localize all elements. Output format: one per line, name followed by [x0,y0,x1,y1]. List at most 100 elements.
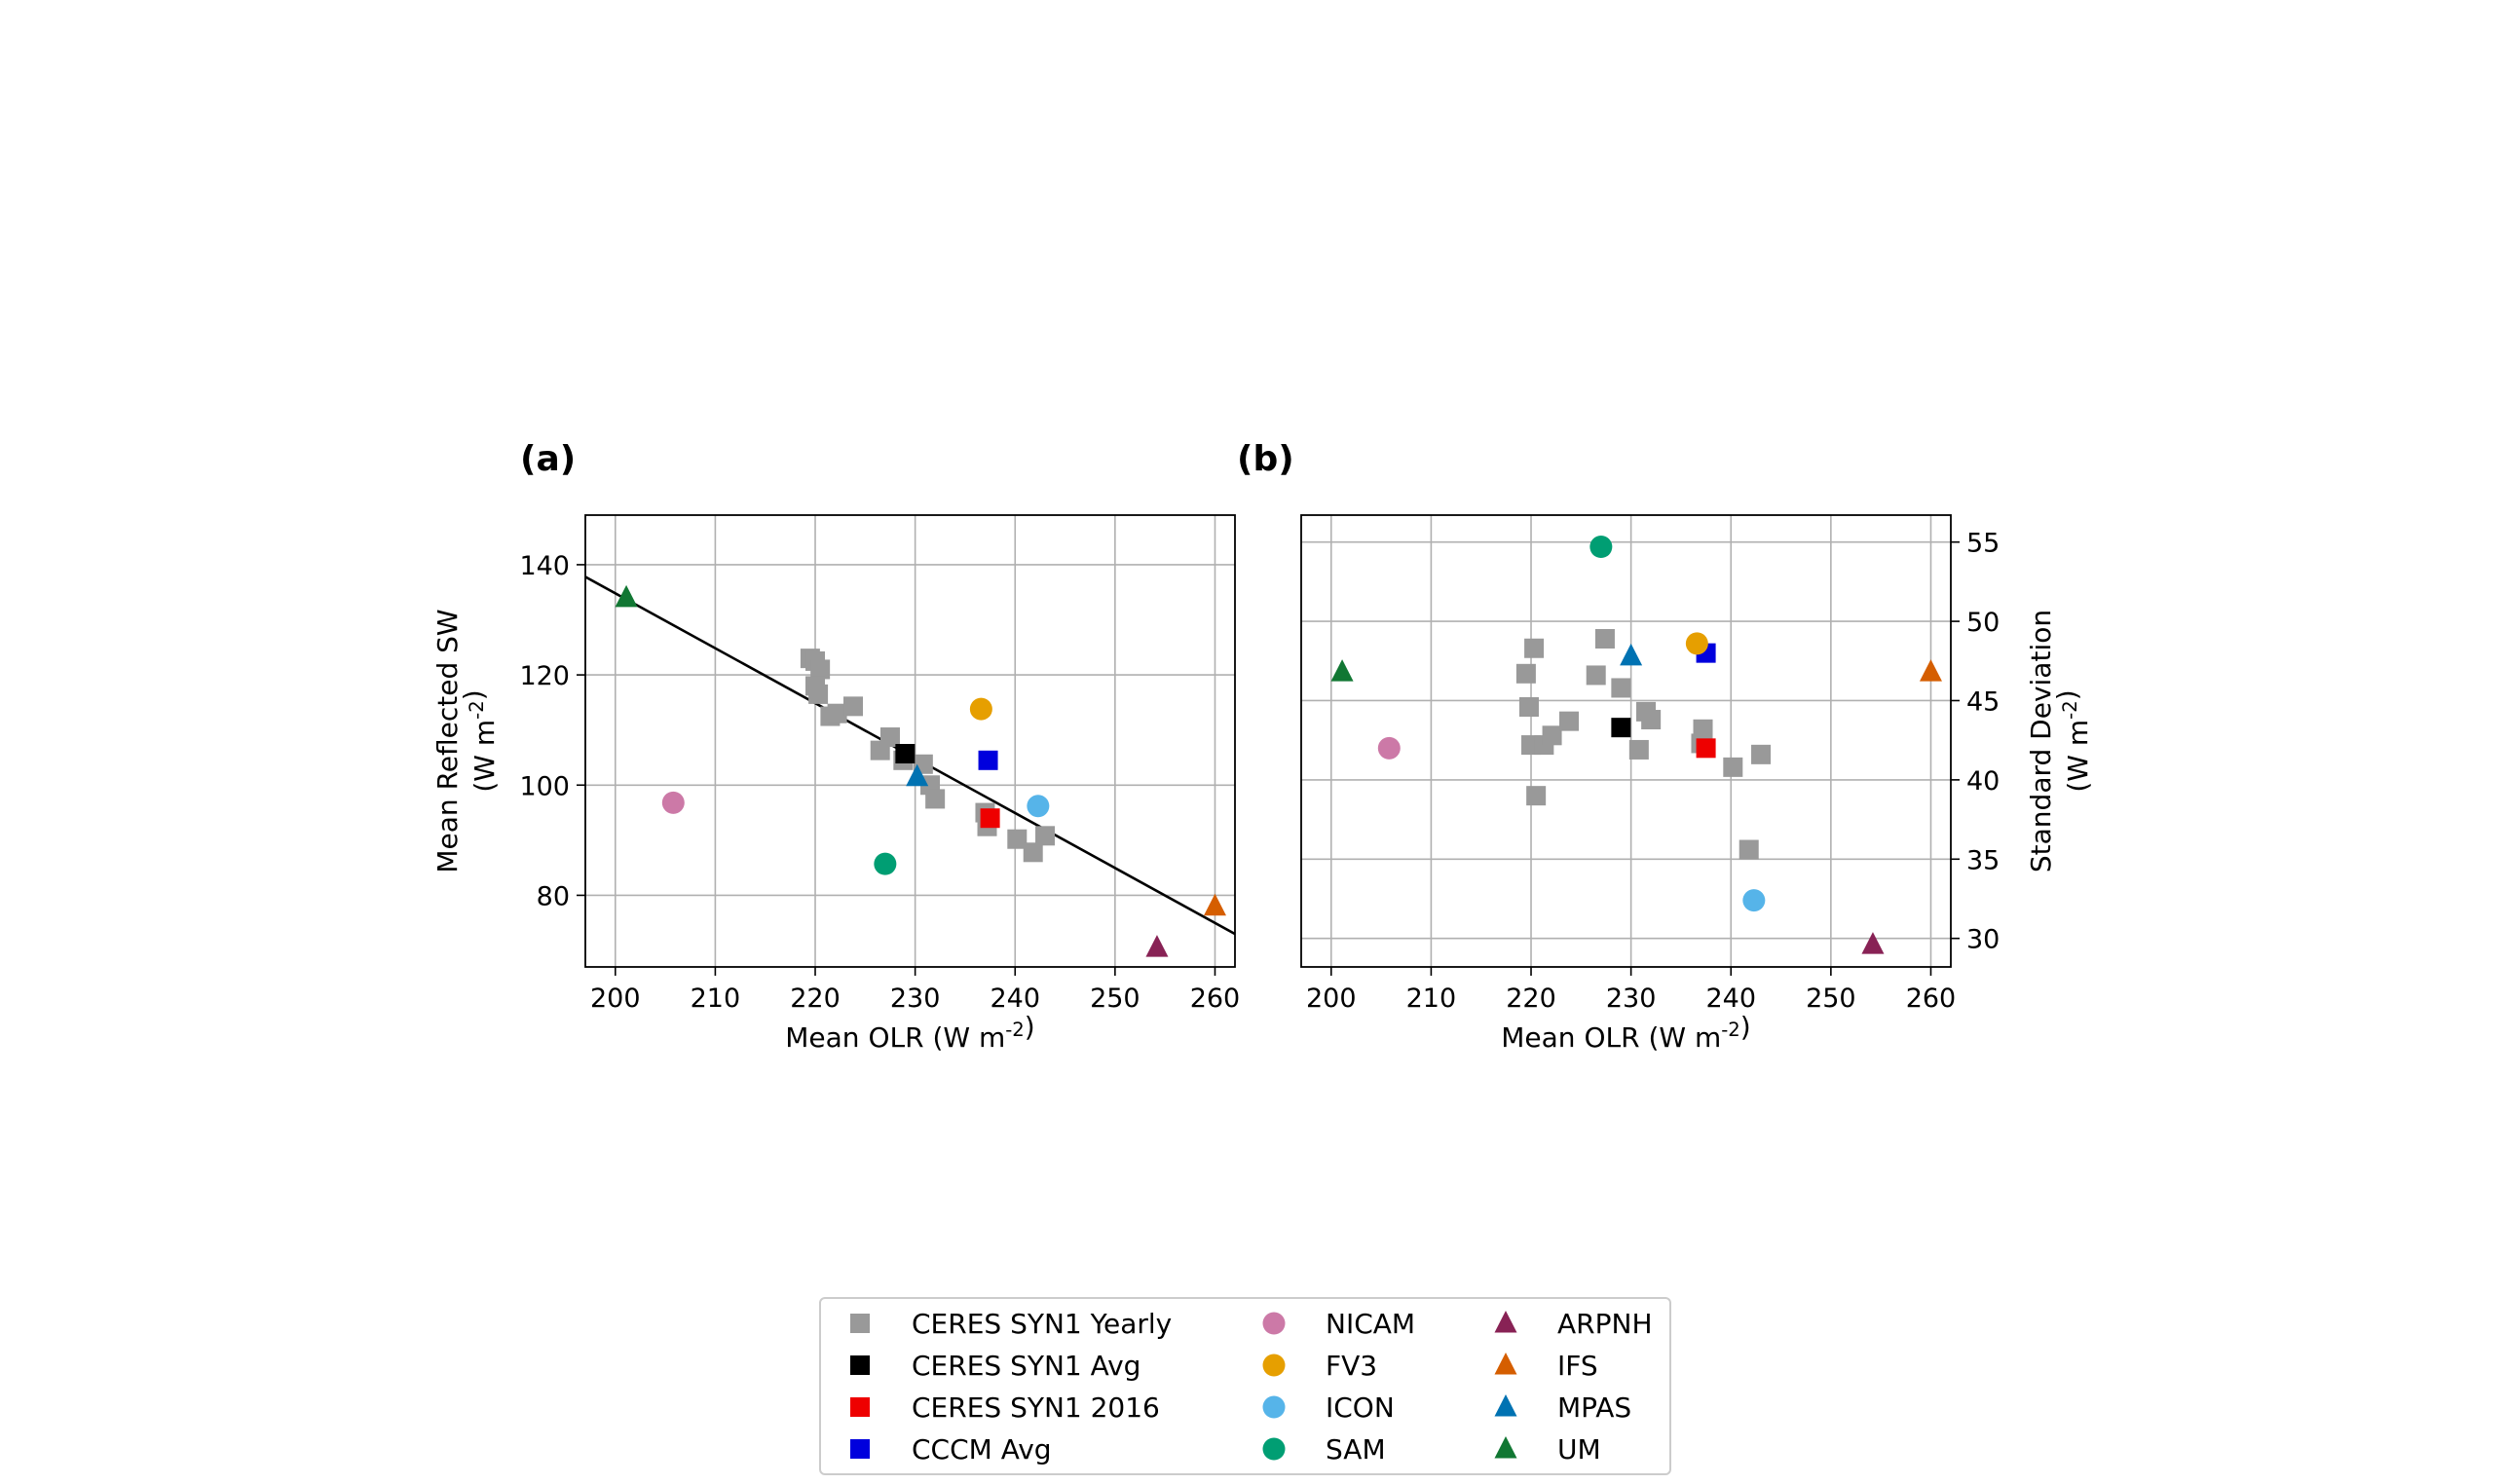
legend-marker [1262,1395,1286,1419]
axes-frame [1300,514,1952,968]
legend-label: IFS [1557,1350,1598,1382]
point-arpnh [1145,935,1169,957]
series-mpas [906,763,929,787]
series-arpnh [1145,935,1169,957]
x-tick-label: 240 [990,983,1040,1014]
legend-marker [850,1439,870,1459]
legend-label: CERES SYN1 2016 [912,1391,1160,1424]
series-sam [1589,536,1613,559]
legend-label: SAM [1326,1433,1386,1465]
legend-label: ICON [1326,1391,1395,1424]
legend-item-mpas: MPAS [1494,1391,1631,1424]
x-axis-label: Mean OLR (W m-2) [1501,1011,1750,1054]
series-um [615,584,638,608]
point-mpas [1620,643,1643,666]
series-sam [874,852,897,875]
series-mpas [1620,643,1643,666]
point-nicam [661,791,685,814]
legend-item-cccm-avg: CCCM Avg [850,1433,1052,1465]
point-ceres-syn1-yearly [1594,628,1615,649]
legend-marker [1262,1354,1286,1377]
y-tick-label: 80 [537,881,570,911]
y-tick-label: 35 [1966,845,2000,875]
x-tick-label: 210 [1406,983,1457,1014]
panel-label: (a) [520,439,576,479]
point-ceres-syn1-yearly [1751,744,1772,764]
legend-item-ceres-syn1-yearly: CERES SYN1 Yearly [850,1308,1172,1340]
x-tick-label: 260 [1906,983,1957,1014]
point-ceres-syn1-yearly [1526,786,1547,806]
y-tick-label: 45 [1966,686,2000,717]
x-tick-label: 250 [1806,983,1856,1014]
legend-label: MPAS [1557,1391,1631,1424]
legend-marker [1494,1393,1517,1417]
point-fv3 [969,697,992,721]
point-ceres-syn1-avg [1611,718,1631,738]
y-axis-label: Standard Deviation [2025,610,2057,872]
point-ceres-syn1-2016 [980,808,1000,829]
x-axis-label: Mean OLR (W m-2) [785,1011,1034,1054]
series-nicam [1377,736,1401,760]
series-ceres-syn1-avg [895,744,916,764]
x-tick-label: 200 [1306,983,1357,1014]
point-ceres-syn1-yearly [1542,725,1562,746]
series-icon [1027,795,1050,818]
legend-label: FV3 [1326,1350,1377,1382]
series-ceres-syn1-2016 [1696,738,1716,759]
point-icon [1027,795,1050,818]
legend-item-ifs: IFS [1494,1350,1598,1382]
x-tick-label: 260 [1190,983,1241,1014]
point-fv3 [1685,632,1708,655]
y-axis: 30 35 40 45 50 55 [1951,529,2000,955]
y-tick-label: 40 [1966,766,2000,797]
legend-item-arpnh: ARPNH [1494,1308,1653,1340]
y-tick-label: 120 [519,661,570,691]
grid [585,515,1235,967]
legend-item-ceres-syn1-2016: CERES SYN1 2016 [850,1391,1160,1424]
y-tick-label: 140 [519,551,570,581]
point-ceres-syn1-yearly [1641,710,1662,730]
legend-marker [850,1355,870,1375]
legend-marker [850,1397,870,1417]
y-tick-label: 55 [1966,529,2000,559]
grid [1301,515,1951,967]
series-cccm-avg [978,750,998,770]
point-um [615,584,638,608]
point-ceres-syn1-yearly [1023,842,1043,863]
series-ifs [1919,659,1942,682]
legend: CERES SYN1 Yearly CERES SYN1 Avg CERES SYN… [819,1297,1671,1475]
legend-label: CCCM Avg [912,1433,1052,1465]
x-tick-label: 240 [1705,983,1756,1014]
point-nicam [1377,736,1401,760]
legend-marker [1494,1435,1517,1459]
legend-marker [850,1314,870,1333]
legend-item-sam: SAM [1262,1433,1386,1465]
point-ceres-syn1-yearly [1515,663,1536,684]
legend-box [819,1297,1671,1475]
panel-label: (b) [1237,439,1294,479]
point-ceres-syn1-yearly [1559,711,1580,731]
y-tick-label: 50 [1966,608,2000,638]
panel-b: (b) 200 210 220 230 240 250 260 Mean OLR (W m-2)… [1237,439,2094,1054]
point-cccm-avg [978,750,998,770]
series-um [1330,659,1354,682]
point-um [1330,659,1354,682]
legend-label: UM [1557,1433,1601,1465]
point-ceres-syn1-2016 [1696,738,1716,759]
legend-label: CERES SYN1 Yearly [912,1308,1172,1340]
x-tick-label: 230 [890,983,941,1014]
x-tick-label: 210 [691,983,741,1014]
legend-marker [1494,1352,1517,1375]
legend-marker [1494,1310,1517,1333]
y-tick-label: 30 [1966,925,2000,955]
point-ceres-syn1-yearly [1007,829,1028,849]
point-ceres-syn1-yearly [1739,839,1759,860]
y-axis-label: Mean Reflected SW [431,609,464,872]
series-fv3 [969,697,992,721]
legend-marker [1262,1437,1286,1461]
legend-item-um: UM [1494,1433,1601,1465]
axes-frame [584,514,1236,968]
point-sam [1589,536,1613,559]
x-tick-label: 220 [1506,983,1556,1014]
